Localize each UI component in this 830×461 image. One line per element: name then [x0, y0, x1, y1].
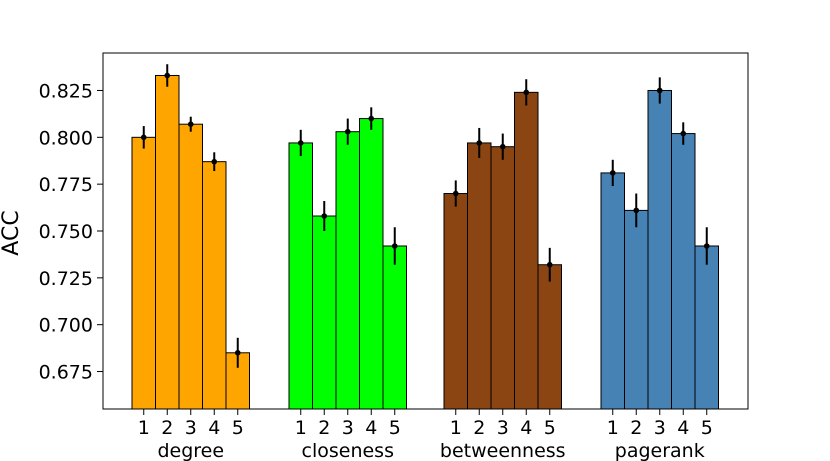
bar-closeness-1 — [288, 142, 313, 410]
x-tick-label: 3 — [185, 417, 197, 439]
x-tick-label: 1 — [295, 417, 307, 439]
x-tick-label: 1 — [607, 417, 619, 439]
x-tick-label: 1 — [138, 417, 150, 439]
error-bar-point — [368, 115, 375, 122]
error-bar-point — [476, 140, 483, 146]
y-tick-label: 0.750 — [39, 221, 93, 243]
bar-pagerank-1 — [600, 172, 625, 410]
bar-closeness-2 — [312, 215, 337, 410]
bar-betweenness-3 — [490, 146, 515, 410]
error-bar-point — [499, 143, 506, 150]
y-tick-label: 0.700 — [39, 315, 93, 337]
group-label-betweenness: betweenness — [440, 440, 566, 461]
x-tick-label: 1 — [450, 417, 462, 439]
y-tick-label: 0.800 — [39, 127, 93, 149]
bar-degree-2 — [155, 74, 180, 410]
x-tick-label: 4 — [365, 417, 377, 439]
x-tick-label: 3 — [654, 417, 666, 439]
x-tick-label: 2 — [473, 417, 485, 439]
error-bar-point — [680, 130, 687, 137]
bar-degree-3 — [178, 123, 203, 410]
error-bar-point — [297, 140, 304, 146]
error-bar-point — [187, 121, 194, 127]
x-tick-label: 5 — [232, 417, 244, 439]
x-tick-label: 2 — [630, 417, 642, 439]
group-label-pagerank: pagerank — [615, 440, 705, 461]
bar-closeness-3 — [335, 131, 360, 410]
error-bar-point — [523, 89, 530, 96]
bar-betweenness-1 — [443, 193, 468, 410]
x-tick-label: 4 — [208, 417, 220, 439]
bars-layer — [131, 74, 719, 410]
bar-degree-4 — [202, 161, 227, 410]
x-tick-label: 5 — [701, 417, 713, 439]
error-bar-point — [344, 128, 351, 135]
error-bar-point — [703, 243, 710, 249]
y-tick-label: 0.825 — [39, 80, 93, 102]
error-bar-point — [609, 170, 616, 176]
errorbars-layer — [140, 64, 710, 368]
group-label-closeness: closeness — [302, 440, 394, 461]
bar-degree-1 — [131, 136, 156, 410]
bar-betweenness-5 — [537, 264, 562, 410]
y-tick-label: 0.775 — [39, 174, 93, 196]
y-axis: 0.675 0.700 0.725 0.750 0.775 0.800 0.825 — [39, 80, 103, 384]
y-tick-label: 0.725 — [39, 268, 93, 290]
bar-pagerank-3 — [647, 89, 672, 410]
x-tick-label: 4 — [520, 417, 532, 439]
bar-pagerank-5 — [694, 245, 719, 410]
y-axis-label: ACC — [0, 210, 24, 255]
bar-pagerank-2 — [624, 209, 649, 410]
error-bar-point — [546, 261, 553, 268]
error-bar-point — [164, 72, 171, 79]
bar-betweenness-2 — [467, 142, 492, 410]
bar-closeness-4 — [359, 118, 384, 410]
error-bar-point — [633, 207, 640, 214]
x-tick-label: 2 — [318, 417, 330, 439]
bar-betweenness-4 — [514, 91, 539, 410]
error-bar-point — [140, 134, 147, 141]
error-bar-point — [452, 190, 459, 197]
error-bar-point — [656, 87, 663, 94]
x-tick-label: 5 — [544, 417, 556, 439]
bar-pagerank-4 — [671, 133, 696, 410]
x-tick-label: 3 — [497, 417, 509, 439]
error-bar-point — [321, 213, 328, 219]
y-tick-label: 0.675 — [39, 362, 93, 384]
bar-closeness-5 — [382, 245, 407, 410]
x-tick-label: 2 — [161, 417, 173, 439]
x-tick-label: 5 — [389, 417, 401, 439]
group-label-degree: degree — [157, 440, 224, 461]
x-tick-label: 3 — [342, 417, 354, 439]
error-bar-point — [211, 158, 218, 165]
error-bar-point — [391, 243, 398, 249]
error-bar-point — [234, 349, 241, 356]
x-tick-label: 4 — [677, 417, 689, 439]
